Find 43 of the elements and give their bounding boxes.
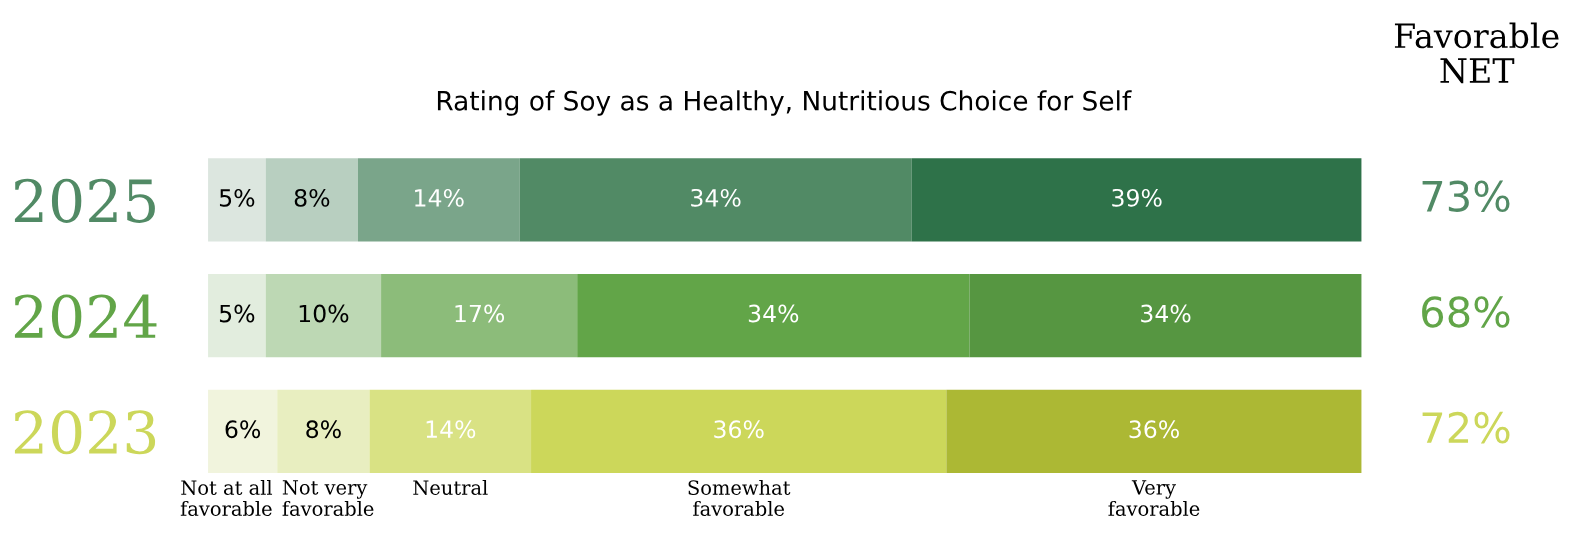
data-label: 6% bbox=[225, 420, 261, 439]
chart-title: Rating of Soy as a Healthy, Nutritious Choice for Self bbox=[437, 90, 1132, 116]
bar bbox=[946, 389, 1362, 473]
data-label: 8% bbox=[294, 188, 330, 207]
data-label: 5% bbox=[219, 188, 255, 207]
bar bbox=[208, 158, 266, 242]
data-label: 34% bbox=[1141, 304, 1191, 323]
series-label: Somewhat favorable bbox=[688, 479, 791, 516]
bar bbox=[208, 273, 266, 358]
series-label: Not very favorable bbox=[282, 480, 374, 516]
bar bbox=[531, 389, 947, 473]
data-label: 8% bbox=[306, 420, 341, 439]
bar bbox=[277, 389, 370, 473]
bar bbox=[208, 389, 278, 473]
series-label: Not at all favorable bbox=[180, 479, 273, 516]
y-tick-label: 2025 bbox=[14, 178, 155, 223]
data-label: 17% bbox=[455, 304, 505, 323]
text: 72% bbox=[1422, 411, 1510, 444]
text: Favorable NET bbox=[1394, 22, 1559, 84]
bar bbox=[969, 273, 1362, 358]
bar bbox=[369, 389, 532, 473]
series-label: Neutral bbox=[413, 479, 488, 495]
bar bbox=[519, 158, 912, 242]
bar bbox=[577, 273, 970, 358]
data-label: 14% bbox=[415, 188, 464, 207]
bar bbox=[381, 273, 578, 358]
data-label: 10% bbox=[299, 304, 349, 323]
y-tick-label: 2024 bbox=[14, 294, 157, 339]
series-label: Very favorable bbox=[1108, 480, 1200, 516]
data-label: 39% bbox=[1112, 188, 1162, 207]
y-tick-label: 2023 bbox=[14, 410, 156, 455]
bar bbox=[358, 158, 520, 242]
data-label: 34% bbox=[748, 304, 799, 323]
text: 73% bbox=[1422, 180, 1510, 212]
bar bbox=[911, 158, 1362, 242]
bar bbox=[265, 158, 358, 242]
data-label: 5% bbox=[219, 304, 255, 323]
text: 68% bbox=[1422, 296, 1510, 328]
data-label: 36% bbox=[714, 420, 764, 439]
data-label: 14% bbox=[426, 420, 476, 439]
bar bbox=[265, 273, 382, 358]
data-label: 36% bbox=[1129, 420, 1179, 439]
data-label: 34% bbox=[691, 188, 741, 207]
